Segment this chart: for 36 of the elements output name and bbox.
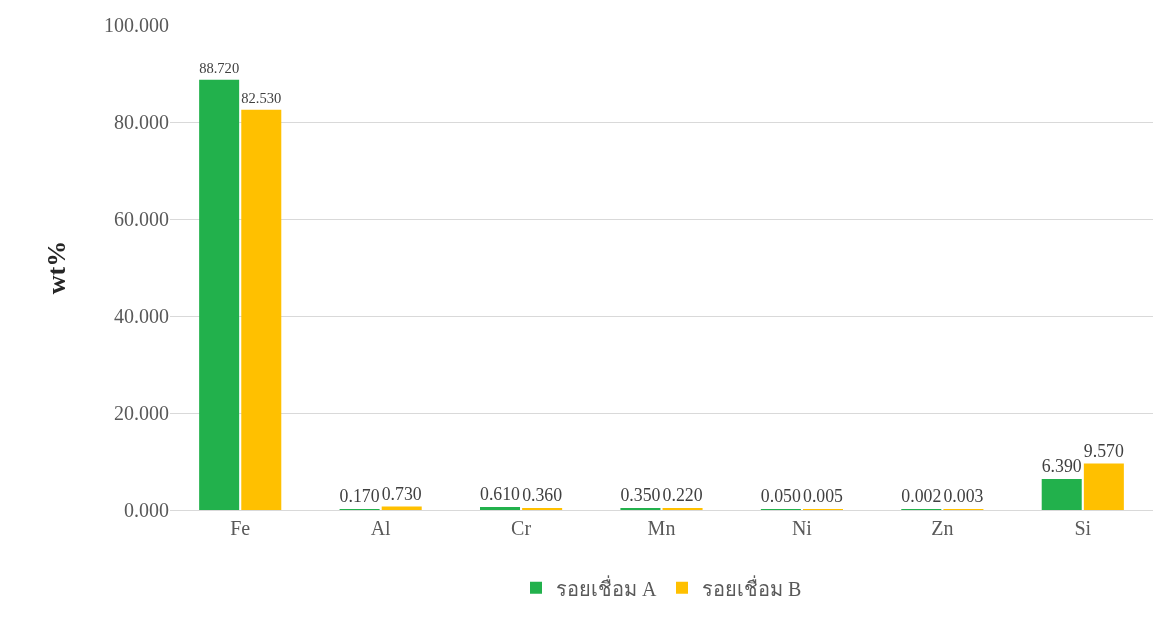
y-tick-label: 40.000 (114, 305, 169, 327)
y-axis-title: wt% (42, 240, 72, 295)
x-tick-label: Ni (791, 517, 813, 539)
bar (1041, 479, 1082, 510)
bar (199, 79, 240, 510)
data-label: 0.002 (901, 486, 942, 507)
data-label: 0.350 (620, 485, 661, 506)
bar (381, 506, 422, 510)
data-label: 0.050 (760, 486, 801, 507)
data-label: 0.170 (339, 486, 380, 507)
y-tick-label: 100.000 (104, 14, 169, 36)
bar (241, 109, 282, 510)
y-tick-label: 80.000 (114, 111, 169, 133)
legend-label: รอยเชื่อม B (702, 574, 802, 600)
legend-label: รอยเชื่อม A (556, 574, 657, 600)
x-tick-label: Si (1074, 517, 1092, 539)
y-tick-label: 0.000 (124, 499, 169, 521)
x-tick-label: Al (370, 517, 392, 539)
data-label: 6.390 (1041, 456, 1082, 477)
data-label: 9.570 (1083, 440, 1124, 461)
bar (1083, 463, 1124, 510)
x-tick-label: Mn (647, 517, 676, 539)
data-label: 0.003 (943, 486, 984, 507)
data-label: 0.220 (662, 485, 703, 506)
data-label: 0.360 (522, 485, 563, 506)
data-label: 0.610 (480, 484, 521, 505)
x-tick-label: Zn (931, 517, 954, 539)
x-tick-label: Cr (511, 517, 532, 539)
y-tick-label: 60.000 (114, 208, 169, 230)
x-tick-label: Fe (230, 517, 251, 539)
data-label: 82.530 (241, 90, 282, 107)
data-label: 0.730 (381, 483, 422, 504)
data-label: 0.005 (803, 486, 844, 507)
data-label: 88.720 (199, 60, 240, 77)
bar (480, 507, 521, 510)
y-tick-label: 20.000 (114, 402, 169, 424)
